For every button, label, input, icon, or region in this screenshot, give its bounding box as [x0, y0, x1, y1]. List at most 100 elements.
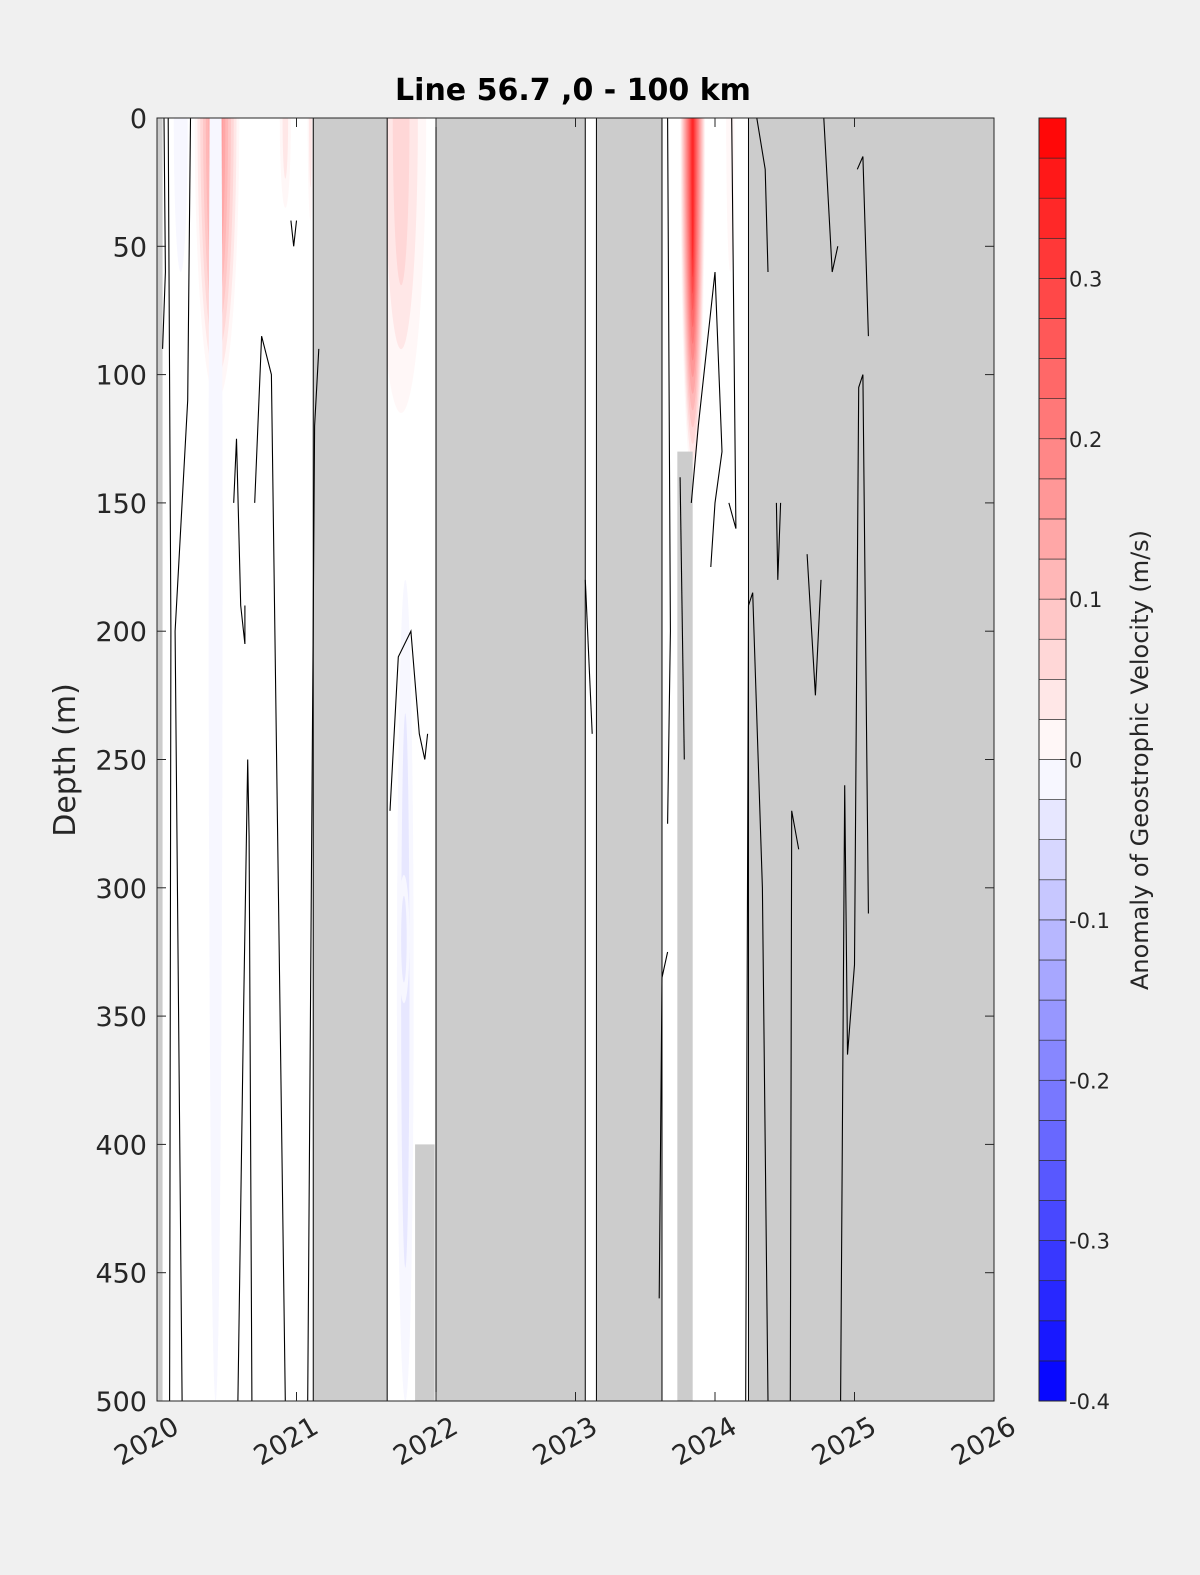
colorbar-segment: [1038, 237, 1067, 279]
zero-contour-line: [389, 629, 429, 811]
colorbar-segment: [1038, 358, 1067, 399]
zero-contour-line: [728, 118, 737, 529]
zero-contour-line: [775, 502, 782, 580]
colorbar-segment: [1038, 879, 1067, 921]
anomaly-feature: [398, 874, 410, 1004]
anomaly-feature: [208, 118, 223, 1401]
colorbar-segment: [1038, 959, 1067, 1001]
zero-contour-line: [840, 374, 869, 1401]
anomaly-feature: [173, 118, 188, 272]
zero-contour-line: [756, 118, 769, 273]
colorbar-segment: [1038, 197, 1067, 239]
colorbar-segment: [1038, 839, 1067, 881]
zero-contour-line: [162, 118, 166, 349]
y-tick-label: 200: [95, 617, 147, 648]
zero-contour-line: [254, 335, 286, 1401]
zero-contour-line: [690, 271, 723, 568]
colorbar-segment: [1038, 518, 1067, 560]
zero-contour-line: [667, 118, 671, 824]
anomaly-feature: [279, 118, 291, 208]
colorbar-tick-label: -0.3: [1069, 1230, 1110, 1254]
colorbar-tick-label: 0: [1069, 749, 1082, 773]
zero-contour-line: [233, 438, 246, 645]
colorbar-segment: [1038, 1039, 1067, 1081]
zero-contour-line: [856, 156, 869, 337]
zero-contour-line: [745, 592, 769, 1401]
y-tick-label: 0: [130, 104, 147, 135]
y-tick-label: 450: [95, 1259, 147, 1290]
partial-no-data-region: [677, 451, 693, 1401]
colorbar-segment: [1038, 679, 1067, 720]
y-tick-label: 350: [95, 1002, 147, 1033]
zero-contour-line: [584, 579, 593, 734]
colorbar-segment: [1038, 1200, 1067, 1241]
no-data-region: [435, 118, 586, 1401]
no-data-region: [595, 118, 663, 1401]
anomaly-level-band: [282, 118, 289, 179]
anomaly-level-band: [691, 118, 694, 261]
colorbar-segment: [1038, 1079, 1067, 1121]
heatmap-layer: [157, 118, 994, 1401]
anomaly-level-band: [208, 118, 223, 1401]
colorbar-segment: [1038, 398, 1067, 440]
colorbar-segment: [1038, 1160, 1067, 1201]
colorbar-segment: [1038, 799, 1067, 840]
colorbar-tick-label: -0.4: [1069, 1390, 1110, 1414]
colorbar-segment: [1038, 1280, 1067, 1322]
zero-contour-line: [237, 759, 253, 1401]
y-axis-label: Depth (m): [48, 683, 83, 837]
colorbar-segment: [1038, 1360, 1067, 1402]
chart-title: Line 56.7 ,0 - 100 km: [395, 73, 751, 108]
colorbar-segment: [1038, 558, 1067, 600]
colorbar-tick-label: 0.2: [1069, 428, 1102, 452]
y-axis: 0 50 100 150 200 250 300 350 400 450 500: [95, 104, 994, 1418]
colorbar-segment: [1038, 318, 1067, 359]
anomaly-level-band: [392, 118, 410, 286]
y-tick-label: 250: [95, 746, 147, 777]
y-tick-label: 50: [113, 232, 147, 263]
colorbar-segment: [1038, 919, 1067, 961]
colorbar-segment: [1038, 638, 1067, 680]
zero-contour-line: [806, 554, 822, 696]
zero-contour-line: [307, 348, 320, 1401]
colorbar-segment: [1038, 478, 1067, 520]
zero-contour-layer: [162, 118, 869, 1401]
anomaly-feature: [376, 118, 427, 414]
no-data-region: [747, 118, 994, 1401]
colorbar-segment: [1038, 999, 1067, 1041]
zero-contour-line: [290, 220, 298, 247]
zero-contour-line: [658, 951, 669, 1299]
anomaly-level-band: [173, 118, 188, 272]
colorbar-tick-label: 0.1: [1069, 588, 1102, 612]
zero-contour-line: [167, 118, 172, 1401]
y-tick-label: 400: [95, 1130, 147, 1161]
colorbar-segment: [1038, 719, 1067, 760]
colorbar-segment: [1038, 598, 1067, 640]
colorbar-label: Anomaly of Geostrophic Velocity (m/s): [1126, 530, 1154, 990]
colorbar-segment: [1038, 1120, 1067, 1161]
colorbar-segment: [1038, 438, 1067, 480]
zero-contour-line: [174, 118, 192, 1401]
y-tick-label: 300: [95, 874, 147, 905]
plot-area: [156, 117, 995, 1402]
colorbar-segment: [1038, 117, 1067, 159]
colorbar-segment: [1038, 1240, 1067, 1282]
colorbar-tick-label: 0.3: [1069, 267, 1102, 291]
anomaly-feature: [307, 118, 314, 221]
colorbar-tick-label: -0.2: [1069, 1069, 1110, 1093]
anomaly-feature: [680, 118, 706, 478]
y-tick-label: 500: [95, 1387, 147, 1418]
partial-no-data-region: [415, 1144, 435, 1401]
colorbar-segment: [1038, 1320, 1067, 1362]
colorbar-segment: [1038, 759, 1067, 800]
colorbar-segment: [1038, 278, 1067, 319]
colorbar-tick-label: -0.1: [1069, 909, 1110, 933]
zero-contour-line: [679, 477, 685, 760]
y-tick-label: 100: [95, 361, 147, 392]
zero-contour-line: [789, 810, 800, 1401]
no-data-region: [312, 118, 388, 1401]
anomaly-level-band: [401, 895, 407, 983]
colorbar-segment: [1038, 157, 1067, 199]
y-tick-label: 150: [95, 489, 147, 520]
